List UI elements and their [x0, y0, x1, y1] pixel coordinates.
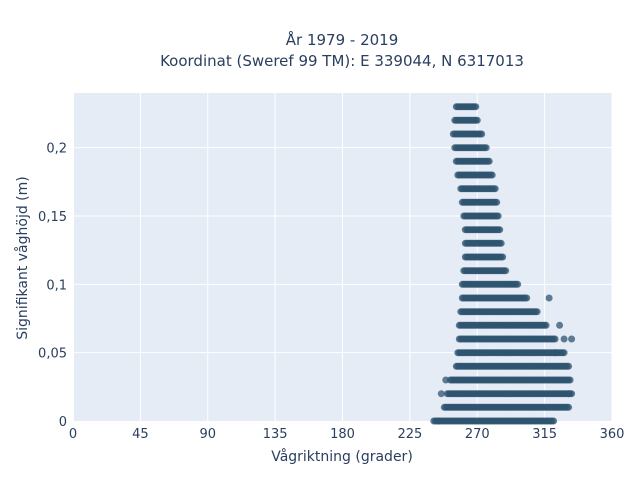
data-point [533, 308, 541, 316]
data-point [488, 171, 496, 179]
data-point [491, 185, 499, 193]
data-point [499, 253, 507, 261]
data-point [565, 362, 573, 370]
x-tick-label: 270 [465, 427, 490, 442]
x-tick-label: 315 [532, 427, 557, 442]
data-point [472, 103, 480, 111]
data-point [497, 239, 505, 247]
data-point [568, 335, 576, 343]
data-point [523, 294, 531, 302]
data-point [565, 390, 573, 398]
data-point [560, 349, 568, 357]
data-point [565, 403, 573, 411]
x-tick-label: 45 [132, 427, 149, 442]
y-tick-label: 0,15 [38, 210, 67, 225]
data-point [556, 321, 564, 329]
data-point [473, 116, 481, 124]
chart-title-line1: År 1979 - 2019 [286, 30, 399, 49]
data-point [566, 376, 574, 384]
x-tick-label: 180 [330, 427, 355, 442]
x-tick-label: 90 [199, 427, 216, 442]
data-point [494, 212, 502, 220]
y-tick-label: 0,05 [38, 347, 67, 362]
x-axis-label: Vågriktning (grader) [271, 448, 413, 465]
data-point [514, 280, 522, 288]
y-tick-label: 0,2 [46, 142, 67, 157]
y-tick-label: 0,1 [46, 278, 67, 293]
y-tick-label: 0 [59, 415, 67, 430]
data-point [551, 335, 559, 343]
data-point [550, 417, 558, 425]
data-point [478, 130, 486, 138]
data-point [434, 417, 442, 425]
data-point [551, 349, 559, 357]
x-tick-labels: 0 45 90 135 180 225 270 315 360 [69, 427, 625, 442]
data-points [430, 103, 576, 425]
x-tick-label: 135 [263, 427, 288, 442]
data-point [437, 390, 445, 398]
data-point [545, 294, 553, 302]
chart-title-line2: Koordinat (Sweref 99 TM): E 339044, N 63… [160, 52, 524, 70]
data-point [502, 267, 510, 275]
data-point [542, 321, 550, 329]
y-tick-labels: 0 0,05 0,1 0,15 0,2 [38, 142, 67, 430]
x-tick-label: 0 [69, 427, 77, 442]
data-point [485, 157, 493, 165]
data-point [482, 144, 490, 152]
grid-lines [72, 93, 613, 421]
x-tick-label: 360 [600, 427, 625, 442]
y-axis-label: Signifikant våghöjd (m) [14, 176, 31, 339]
data-point [496, 226, 504, 234]
data-point [560, 335, 568, 343]
data-point [493, 198, 501, 206]
x-tick-label: 225 [397, 427, 422, 442]
data-point [442, 376, 450, 384]
